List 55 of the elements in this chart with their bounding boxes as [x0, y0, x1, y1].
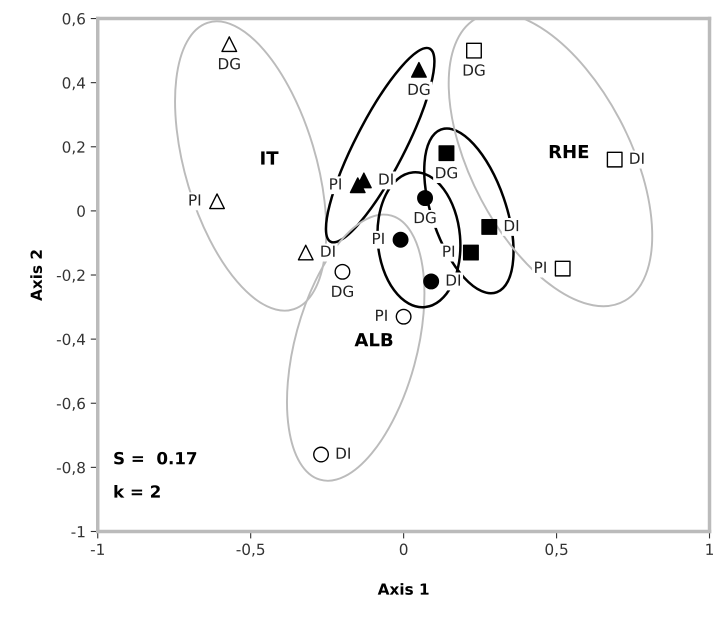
annotation: k = 2: [114, 484, 160, 498]
point: [462, 244, 479, 261]
y-tick-label: 0,2: [62, 141, 84, 154]
point: [298, 244, 314, 261]
x-tick-label: 1: [706, 544, 713, 555]
point: [313, 446, 330, 463]
x-tick-label: -0,5: [236, 544, 264, 557]
data-label: DG: [332, 286, 353, 298]
point: [438, 145, 454, 162]
point: [466, 42, 482, 59]
point: [221, 36, 238, 52]
data-label: DI: [504, 220, 518, 232]
point: [209, 193, 226, 210]
y-tick-label: -0,4: [56, 334, 86, 347]
x-tick-label: -1: [90, 544, 104, 555]
data-label: DG: [218, 58, 240, 70]
data-label: DI: [630, 152, 644, 164]
data-label: PI: [535, 262, 546, 273]
annotation: S = 0.17: [114, 452, 196, 465]
point: [606, 152, 623, 168]
y-axis-title: Axis 2: [30, 250, 42, 301]
point: [396, 308, 412, 325]
text: IT: [261, 151, 278, 165]
point: [334, 264, 350, 280]
data-label: DG: [408, 84, 430, 96]
data-label: PI: [189, 194, 200, 206]
y-tick-label: -0,8: [56, 462, 85, 475]
point: [423, 273, 440, 290]
point: [410, 62, 427, 78]
y-tick-label: 0,6: [62, 13, 85, 26]
y-tick-label: -0,2: [56, 269, 84, 283]
point: [481, 218, 498, 235]
data-label: DI: [336, 448, 350, 459]
data-label: DG: [436, 166, 458, 178]
point: [417, 190, 434, 206]
series-label: ALB: [354, 333, 392, 346]
data-label: PI: [376, 310, 387, 321]
data-label: DG: [414, 212, 436, 224]
series-label: RHE: [550, 145, 588, 158]
y-tick-label: 0,4: [62, 77, 86, 90]
x-tick-label: 0,5: [545, 544, 568, 557]
data-label: PI: [330, 178, 341, 190]
y-tick-label: -1: [71, 526, 85, 538]
data-label: PI: [443, 246, 454, 257]
data-label: DI: [379, 174, 393, 185]
x-tick-label: 0: [400, 544, 408, 556]
data-label: DI: [446, 274, 460, 286]
x-axis-title: Axis 1: [378, 583, 429, 595]
y-tick-label: 0: [77, 205, 85, 217]
point: [554, 260, 571, 277]
y-tick-label: -0,6: [56, 398, 85, 411]
data-label: DG: [464, 64, 485, 76]
data-label: DI: [321, 246, 335, 257]
point: [392, 232, 409, 248]
data-label: PI: [372, 232, 384, 244]
